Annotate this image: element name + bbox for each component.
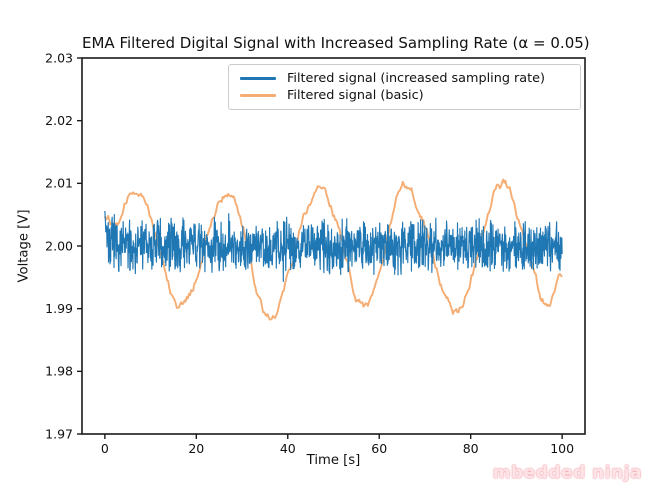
legend-line-sample-increased [240, 77, 276, 80]
watermark: mbedded ninja [492, 463, 642, 483]
x-tick-label-0: 0 [101, 441, 109, 456]
chart-title: EMA Filtered Digital Signal with Increas… [82, 34, 590, 52]
legend-label: Filtered signal (basic) [287, 88, 424, 103]
series-basic-line [103, 178, 563, 321]
legend-line-sample-basic [240, 94, 276, 97]
x-tick-label-1: 20 [188, 441, 204, 456]
y-tick-label-6: 1.97 [45, 426, 73, 441]
x-tick-label-2: 40 [280, 441, 296, 456]
x-tick-label-5: 100 [550, 441, 574, 456]
y-tick-label-0: 2.03 [45, 50, 73, 65]
y-tick-label-2: 2.01 [45, 176, 73, 191]
x-axis-label: Time [s] [306, 453, 361, 468]
legend: Filtered signal (increased sampling rate… [228, 64, 581, 110]
x-tick-label-3: 60 [371, 441, 387, 456]
x-tick-label-4: 80 [463, 441, 479, 456]
y-tick-label-3: 2.00 [45, 238, 73, 253]
y-tick-label-1: 2.02 [45, 113, 73, 128]
legend-label: Filtered signal (increased sampling rate… [287, 71, 546, 86]
legend-item: Filtered signal (basic) [240, 87, 572, 104]
legend-item: Filtered signal (increased sampling rate… [240, 70, 572, 87]
y-tick-label-5: 1.98 [45, 364, 73, 379]
series-increased-line [104, 210, 563, 283]
y-tick-label-4: 1.99 [45, 301, 73, 316]
